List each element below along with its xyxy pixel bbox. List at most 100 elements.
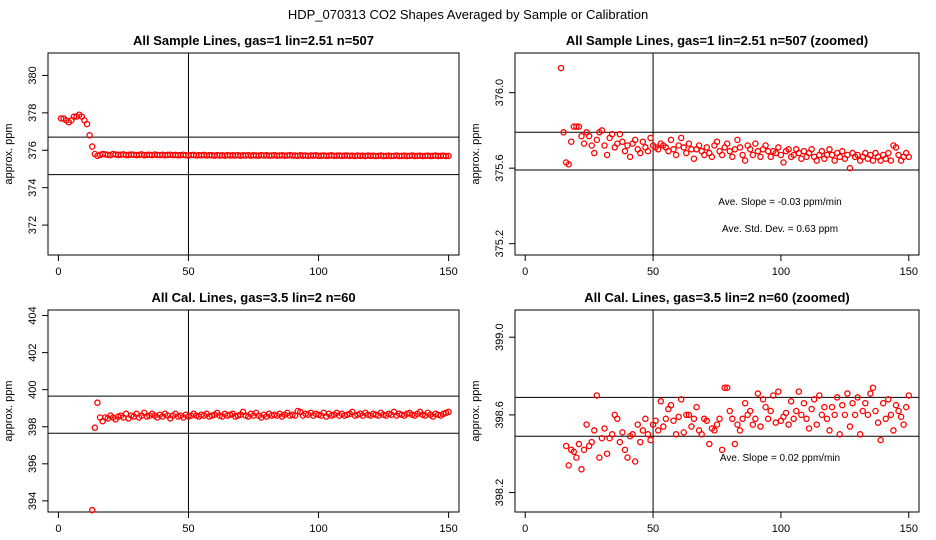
data-point [662,415,670,423]
data-point [83,120,91,128]
data-point [565,161,572,168]
y-tick-label: 396 [27,455,39,473]
data-point [677,134,685,142]
data-point [573,454,580,461]
data-point [575,123,583,130]
data-point [688,146,695,153]
plot-frame [47,52,460,256]
data-point [800,399,808,407]
y-tick-label: 372 [27,216,39,234]
chart-panel-1: All Sample Lines, gas=1 lin=2.51 n=507 0 5… [3,33,460,278]
data-point [91,424,99,431]
data-point [741,399,749,407]
y-tick-label: 375.2 [494,230,506,258]
x-tick-label: 0 [522,523,528,535]
data-point [813,421,820,428]
data-point [578,466,585,473]
data-point [683,411,690,419]
plot-frame [514,309,920,513]
data-point [856,431,864,438]
data-point [841,411,849,419]
data-point [775,144,782,151]
data-point [752,415,759,423]
data-point [849,399,856,407]
data-point [670,417,677,424]
data-point [667,136,675,144]
y-tick-label: 398 [27,418,39,436]
data-point [895,407,902,415]
x-tick-label: 150 [900,266,918,278]
data-point [902,403,910,411]
data-point [736,427,744,434]
data-point [680,144,688,151]
data-point [818,411,826,419]
y-tick-label: 376.0 [494,79,506,107]
data-point [752,140,759,147]
page-title: HDP_070313 CO2 Shapes Averaged by Sample… [288,7,648,22]
data-point [749,421,757,428]
data-point [573,123,580,130]
x-tick-label: 0 [55,266,61,278]
data-point [741,157,749,164]
data-point [639,427,647,434]
data-point [593,392,601,399]
data-point [588,142,595,149]
data-point [639,138,647,145]
data-point [731,146,739,153]
data-point [770,392,777,399]
data-point [905,153,913,161]
y-tick-label: 404 [27,306,39,324]
data-point [711,427,718,434]
data-point [739,151,746,159]
data-point [624,142,631,149]
x-tick-label: 100 [772,266,790,278]
annotation-text: Ave. Slope = 0.02 ppm/min [720,453,840,464]
data-point [672,151,680,159]
data-point [800,147,808,155]
data-point [746,407,754,415]
chart-panel-2: All Sample Lines, gas=1 lin=2.51 n=507 (… [470,33,920,278]
data-point [726,147,734,155]
chart-title: All Cal. Lines, gas=3.5 lin=2 n=60 (zoom… [584,290,850,305]
data-point [808,405,815,413]
y-axis-label: approx. ppm [3,123,15,184]
data-point [585,132,593,140]
data-point [690,155,698,162]
data-point [726,407,734,415]
data-point [88,143,96,150]
data-point [683,149,690,157]
chart-title: All Sample Lines, gas=1 lin=2.51 n=507 [133,33,374,48]
x-tick-label: 0 [522,266,528,278]
data-point [601,425,608,432]
data-point [818,147,826,155]
data-point [872,407,879,415]
x-tick-label: 50 [647,266,659,278]
data-point [660,423,667,430]
data-point [890,427,897,434]
x-tick-label: 0 [55,523,61,535]
data-point [616,438,624,446]
data-point [831,157,838,164]
data-point [718,446,726,454]
plot-frame [47,309,460,513]
data-point [734,136,741,144]
data-point [693,403,700,411]
data-point [445,152,452,160]
data-point [690,415,698,423]
y-axis-label: approx. ppm [3,380,15,441]
data-point [657,398,664,405]
data-point [598,127,606,134]
data-point [621,446,629,454]
data-point [698,431,705,438]
data-point [846,164,854,172]
data-point [739,415,746,423]
data-point [823,415,831,423]
chart-title: All Cal. Lines, gas=3.5 lin=2 n=60 [151,290,355,305]
data-point [828,403,836,411]
data-point [445,408,452,416]
data-point [900,421,907,428]
annotation-text: Ave. Slope = -0.03 ppm/min [718,197,842,208]
data-point [798,411,805,419]
data-point [688,423,695,430]
